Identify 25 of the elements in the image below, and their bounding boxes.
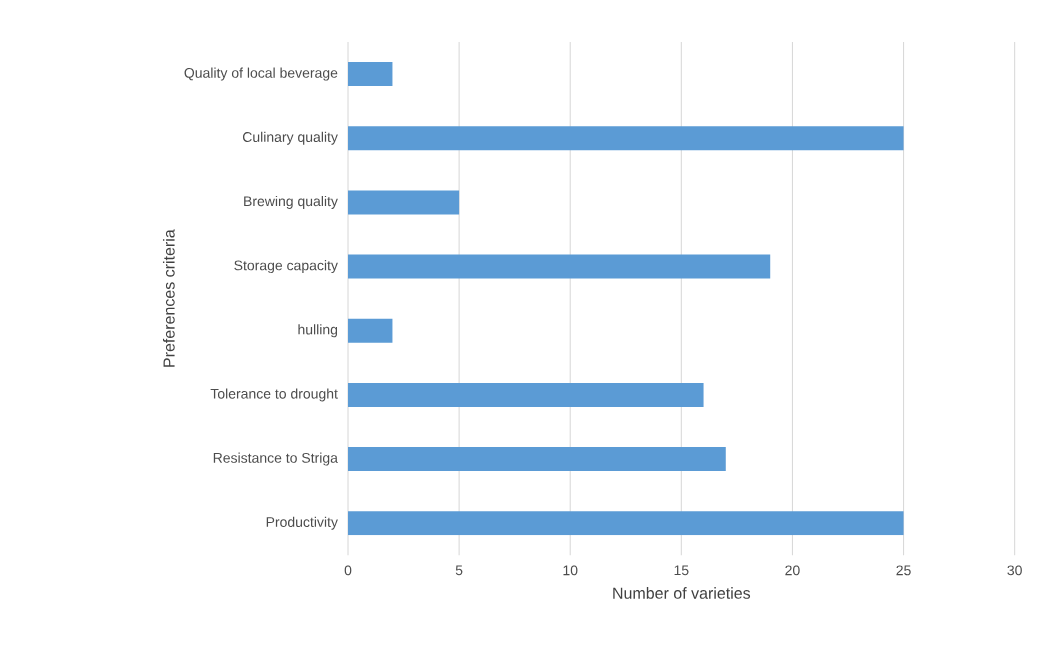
bar: [348, 62, 393, 87]
y-tick-label: Resistance to Striga: [213, 452, 338, 466]
y-axis-title: Preferences criteria: [162, 229, 175, 367]
x-tick-label: 10: [563, 565, 578, 576]
y-tick-label: Quality of local beverage: [184, 67, 338, 81]
y-tick-label: hulling: [298, 324, 338, 338]
x-axis-title: Number of varieties: [613, 587, 751, 599]
bar: [348, 126, 904, 151]
y-tick-label: Storage capacity: [234, 260, 338, 274]
x-tick-label: 20: [785, 565, 800, 576]
x-tick-label: 0: [344, 565, 352, 576]
y-tick-label: Productivity: [266, 516, 338, 530]
x-tick-label: 25: [896, 565, 911, 576]
bar: [348, 190, 460, 215]
bar: [348, 511, 904, 536]
bar: [348, 254, 771, 279]
bar: [348, 318, 393, 343]
x-tick-label: 30: [1007, 565, 1022, 576]
bar: [348, 382, 704, 407]
y-tick-label: Brewing quality: [244, 195, 338, 209]
y-tick-label: Tolerance to drought: [210, 388, 338, 402]
bar: [348, 447, 726, 472]
y-tick-label: Culinary quality: [242, 131, 338, 145]
x-tick-label: 5: [455, 565, 463, 576]
x-tick-label: 15: [674, 565, 689, 576]
